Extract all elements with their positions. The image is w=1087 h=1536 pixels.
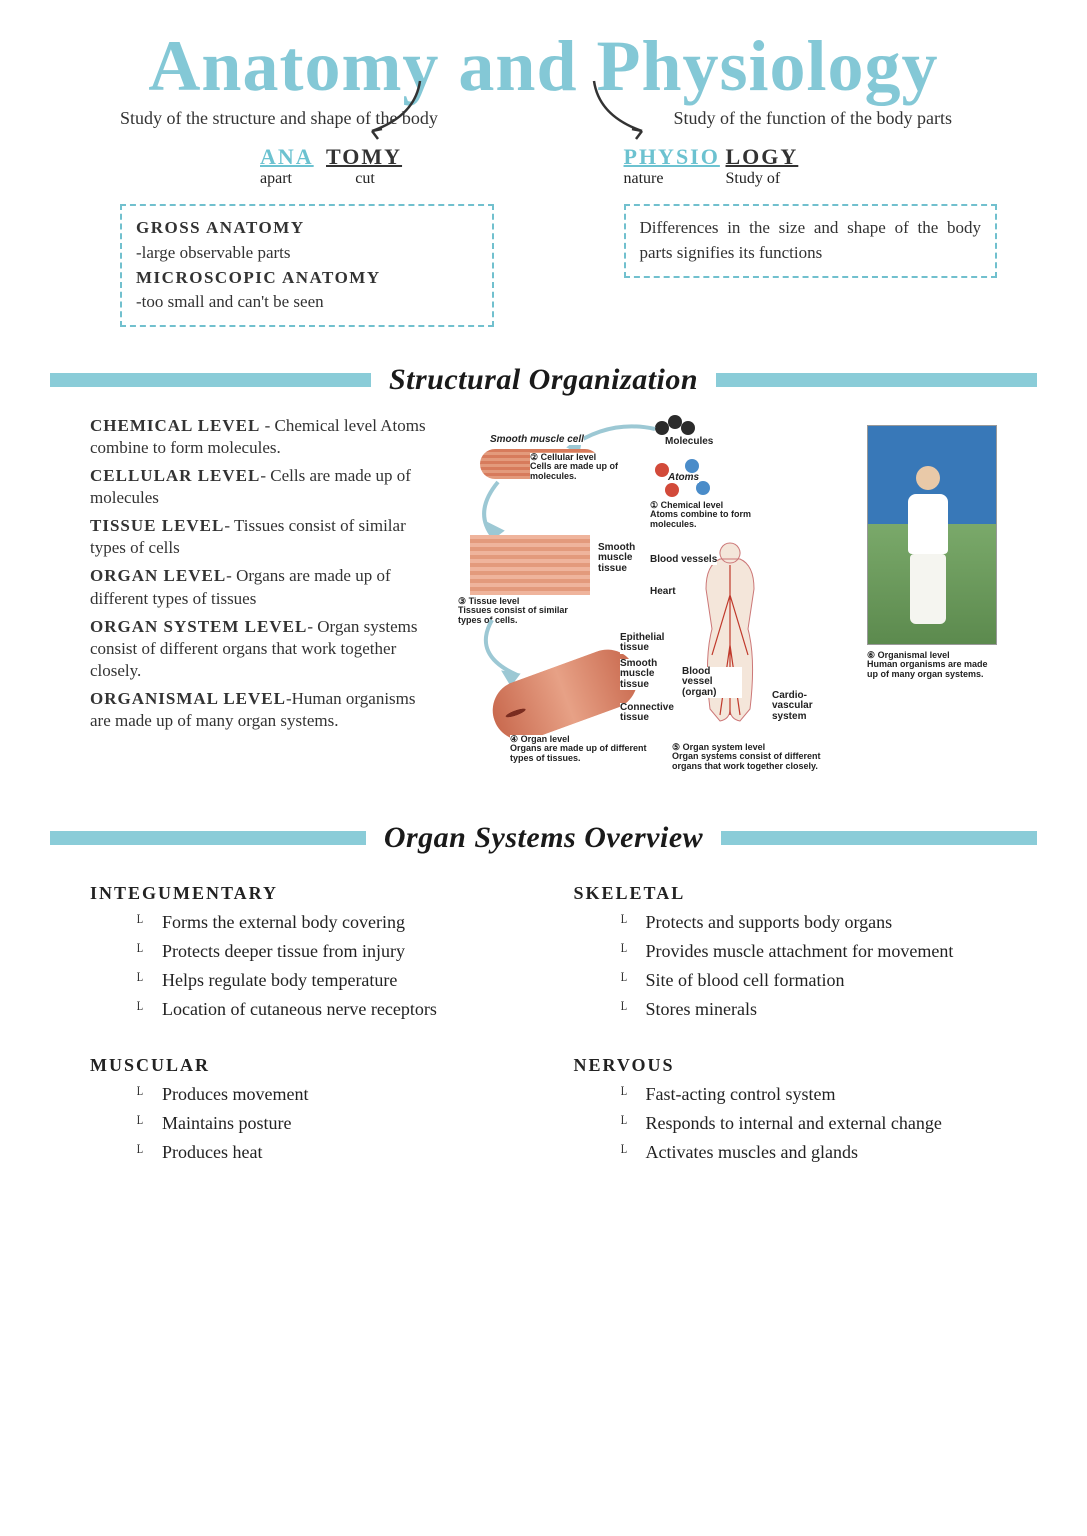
anatomy-gloss-b: cut xyxy=(326,170,404,188)
integumentary-item: Location of cutaneous nerve receptors xyxy=(136,997,514,1022)
physiology-column: Study of the function of the body parts … xyxy=(614,106,998,327)
nervous-block: NERVOUS Fast-acting control system Respo… xyxy=(574,1045,998,1170)
physiology-gloss-b: Study of xyxy=(726,170,836,188)
physiology-part-a: PHYSIO xyxy=(624,144,726,170)
diagram-molecules-label: Molecules xyxy=(665,437,713,448)
page-title: Anatomy and Physiology xyxy=(90,30,997,102)
lvl-chemical: CHEMICAL LEVEL xyxy=(90,416,260,435)
physiology-word-breakdown: PHYSIO LOGY nature Study of xyxy=(624,144,998,188)
nervous-head: NERVOUS xyxy=(574,1055,998,1076)
diagram-heart-label: Heart xyxy=(650,587,676,598)
anatomy-types-box: GROSS ANATOMY -large observable parts MI… xyxy=(120,204,494,327)
diagram-tissue xyxy=(470,535,590,595)
nervous-item: Responds to internal and external change xyxy=(620,1111,998,1136)
structural-levels-text: CHEMICAL LEVEL - Chemical level Atoms co… xyxy=(90,415,430,785)
integumentary-block: INTEGUMENTARY Forms the external body co… xyxy=(90,873,514,1027)
definitions-row: Study of the structure and shape of the … xyxy=(90,106,997,327)
skeletal-item: Site of blood cell formation xyxy=(620,968,998,993)
arrow-left-icon xyxy=(360,76,440,146)
integumentary-item: Helps regulate body temperature xyxy=(136,968,514,993)
anatomy-part-a: ANA xyxy=(260,144,326,170)
anatomy-column: Study of the structure and shape of the … xyxy=(90,106,494,327)
diagram-epithelial-label: Epithelial tissue xyxy=(620,633,680,654)
muscular-head: MUSCULAR xyxy=(90,1055,514,1076)
lvl-organismal: ORGANISMAL LEVEL xyxy=(90,689,286,708)
bar-right-2 xyxy=(721,831,1037,845)
muscular-block: MUSCULAR Produces movement Maintains pos… xyxy=(90,1045,514,1170)
physiology-part-b: LOGY xyxy=(726,144,804,170)
physiology-note-box: Differences in the size and shape of the… xyxy=(624,204,998,277)
lvl-cellular: CELLULAR LEVEL xyxy=(90,466,260,485)
skeletal-head: SKELETAL xyxy=(574,883,998,904)
bar-right xyxy=(716,373,1037,387)
diagram-smooth-cell-label: Smooth muscle cell xyxy=(490,435,584,446)
bar-left-2 xyxy=(50,831,366,845)
structural-header: Structural Organization xyxy=(50,363,1037,397)
arrow-right-icon xyxy=(584,76,664,146)
diagram-bv-organ-label: Blood vessel (organ) xyxy=(682,667,742,699)
diagram-smt-label: Smooth muscle tissue xyxy=(598,543,653,575)
systems-row-1: INTEGUMENTARY Forms the external body co… xyxy=(90,873,997,1027)
diagram-atoms-label: Atoms xyxy=(668,473,699,484)
skeletal-item: Protects and supports body organs xyxy=(620,910,998,935)
diagram-l1: ① Chemical level Atoms combine to form m… xyxy=(650,501,760,529)
gross-anatomy-head: GROSS ANATOMY xyxy=(136,218,305,237)
structural-title: Structural Organization xyxy=(389,363,698,397)
integumentary-item: Forms the external body covering xyxy=(136,910,514,935)
physiology-definition: Study of the function of the body parts xyxy=(624,106,998,130)
gross-anatomy-sub: -large observable parts xyxy=(136,241,478,266)
microscopic-anatomy-sub: -too small and can't be seen xyxy=(136,290,478,315)
skeletal-item: Provides muscle attachment for movement xyxy=(620,939,998,964)
diagram-l2: ② Cellular level Cells are made up of mo… xyxy=(530,453,630,481)
diagram-smt2-label: Smooth muscle tissue xyxy=(620,659,680,691)
diagram-organismal-photo xyxy=(867,425,997,645)
physiology-gloss-a: nature xyxy=(624,170,726,188)
structural-row: CHEMICAL LEVEL - Chemical level Atoms co… xyxy=(90,415,997,785)
lvl-organ-system: ORGAN SYSTEM LEVEL xyxy=(90,617,307,636)
diagram-l6: ⑥ Organismal level Human organisms are m… xyxy=(867,651,997,679)
muscular-item: Produces heat xyxy=(136,1140,514,1165)
diagram-bv-label: Blood vessels xyxy=(650,555,717,566)
anatomy-part-b: TOMY xyxy=(326,144,404,170)
microscopic-anatomy-head: MICROSCOPIC ANATOMY xyxy=(136,268,381,287)
lvl-tissue: TISSUE LEVEL xyxy=(90,516,224,535)
integumentary-head: INTEGUMENTARY xyxy=(90,883,514,904)
overview-header: Organ Systems Overview xyxy=(50,821,1037,855)
anatomy-gloss-a: apart xyxy=(260,170,326,188)
systems-row-2: MUSCULAR Produces movement Maintains pos… xyxy=(90,1045,997,1170)
diagram-l5: ⑤ Organ system level Organ systems consi… xyxy=(672,743,822,771)
integumentary-item: Protects deeper tissue from injury xyxy=(136,939,514,964)
muscular-item: Produces movement xyxy=(136,1082,514,1107)
diagram-l4: ④ Organ level Organs are made up of diff… xyxy=(510,735,650,763)
muscular-item: Maintains posture xyxy=(136,1111,514,1136)
nervous-item: Activates muscles and glands xyxy=(620,1140,998,1165)
bar-left xyxy=(50,373,371,387)
diagram-cvs-label: Cardio-vascular system xyxy=(772,691,822,723)
overview-title: Organ Systems Overview xyxy=(384,821,703,855)
lvl-organ: ORGAN LEVEL xyxy=(90,566,226,585)
skeletal-block: SKELETAL Protects and supports body orga… xyxy=(574,873,998,1027)
nervous-item: Fast-acting control system xyxy=(620,1082,998,1107)
diagram-connective-label: Connective tissue xyxy=(620,703,690,724)
skeletal-item: Stores minerals xyxy=(620,997,998,1022)
structural-diagram: Molecules Atoms ① Chemical level Atoms c… xyxy=(450,415,997,785)
anatomy-word-breakdown: ANA TOMY apart cut xyxy=(260,144,494,188)
